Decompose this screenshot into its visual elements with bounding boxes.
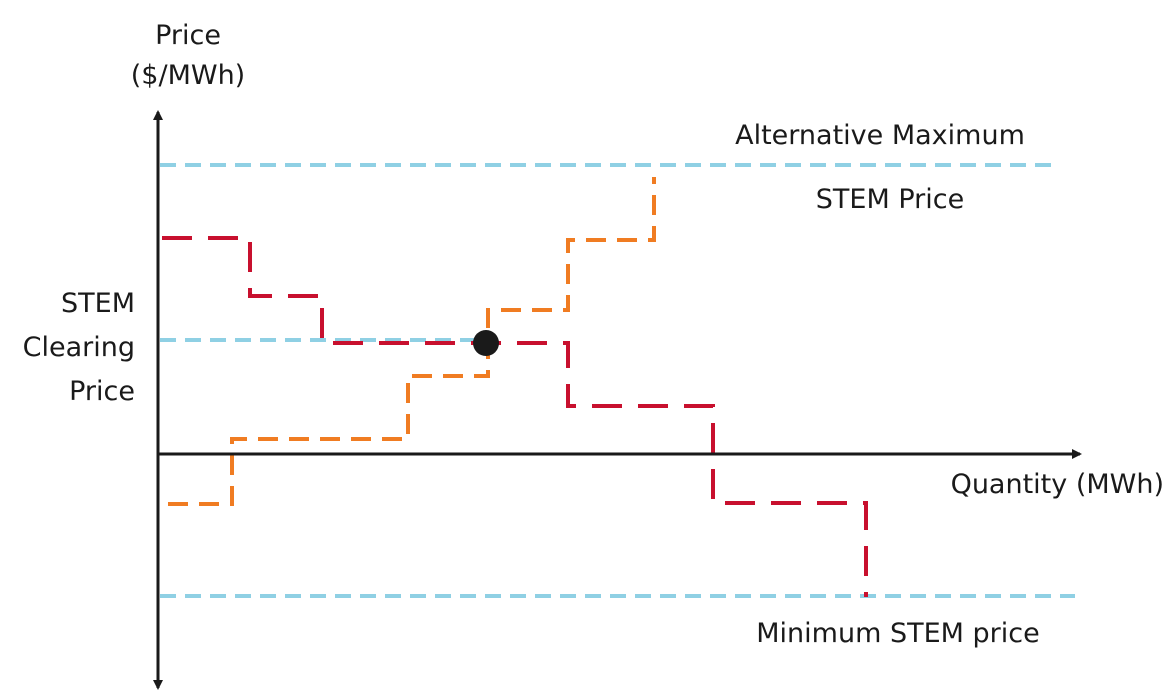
clearing-price-label-line1: STEM bbox=[61, 288, 135, 319]
demand-curve bbox=[162, 236, 868, 597]
supply-curve bbox=[168, 177, 656, 506]
alternative-maximum-label-line2: STEM Price bbox=[816, 184, 964, 215]
alternative-maximum-label-line1: Alternative Maximum bbox=[735, 120, 1025, 151]
clearing-price-label-line2: Clearing bbox=[23, 332, 135, 363]
x-axis-label: Quantity (MWh) bbox=[951, 469, 1164, 500]
clearing-price-label-line3: Price bbox=[69, 376, 135, 407]
clearing-point-marker bbox=[473, 330, 499, 356]
minimum-price-label: Minimum STEM price bbox=[756, 618, 1039, 649]
y-axis-label-line1: Price bbox=[155, 20, 221, 51]
y-axis-label-line2: ($/MWh) bbox=[131, 60, 245, 91]
